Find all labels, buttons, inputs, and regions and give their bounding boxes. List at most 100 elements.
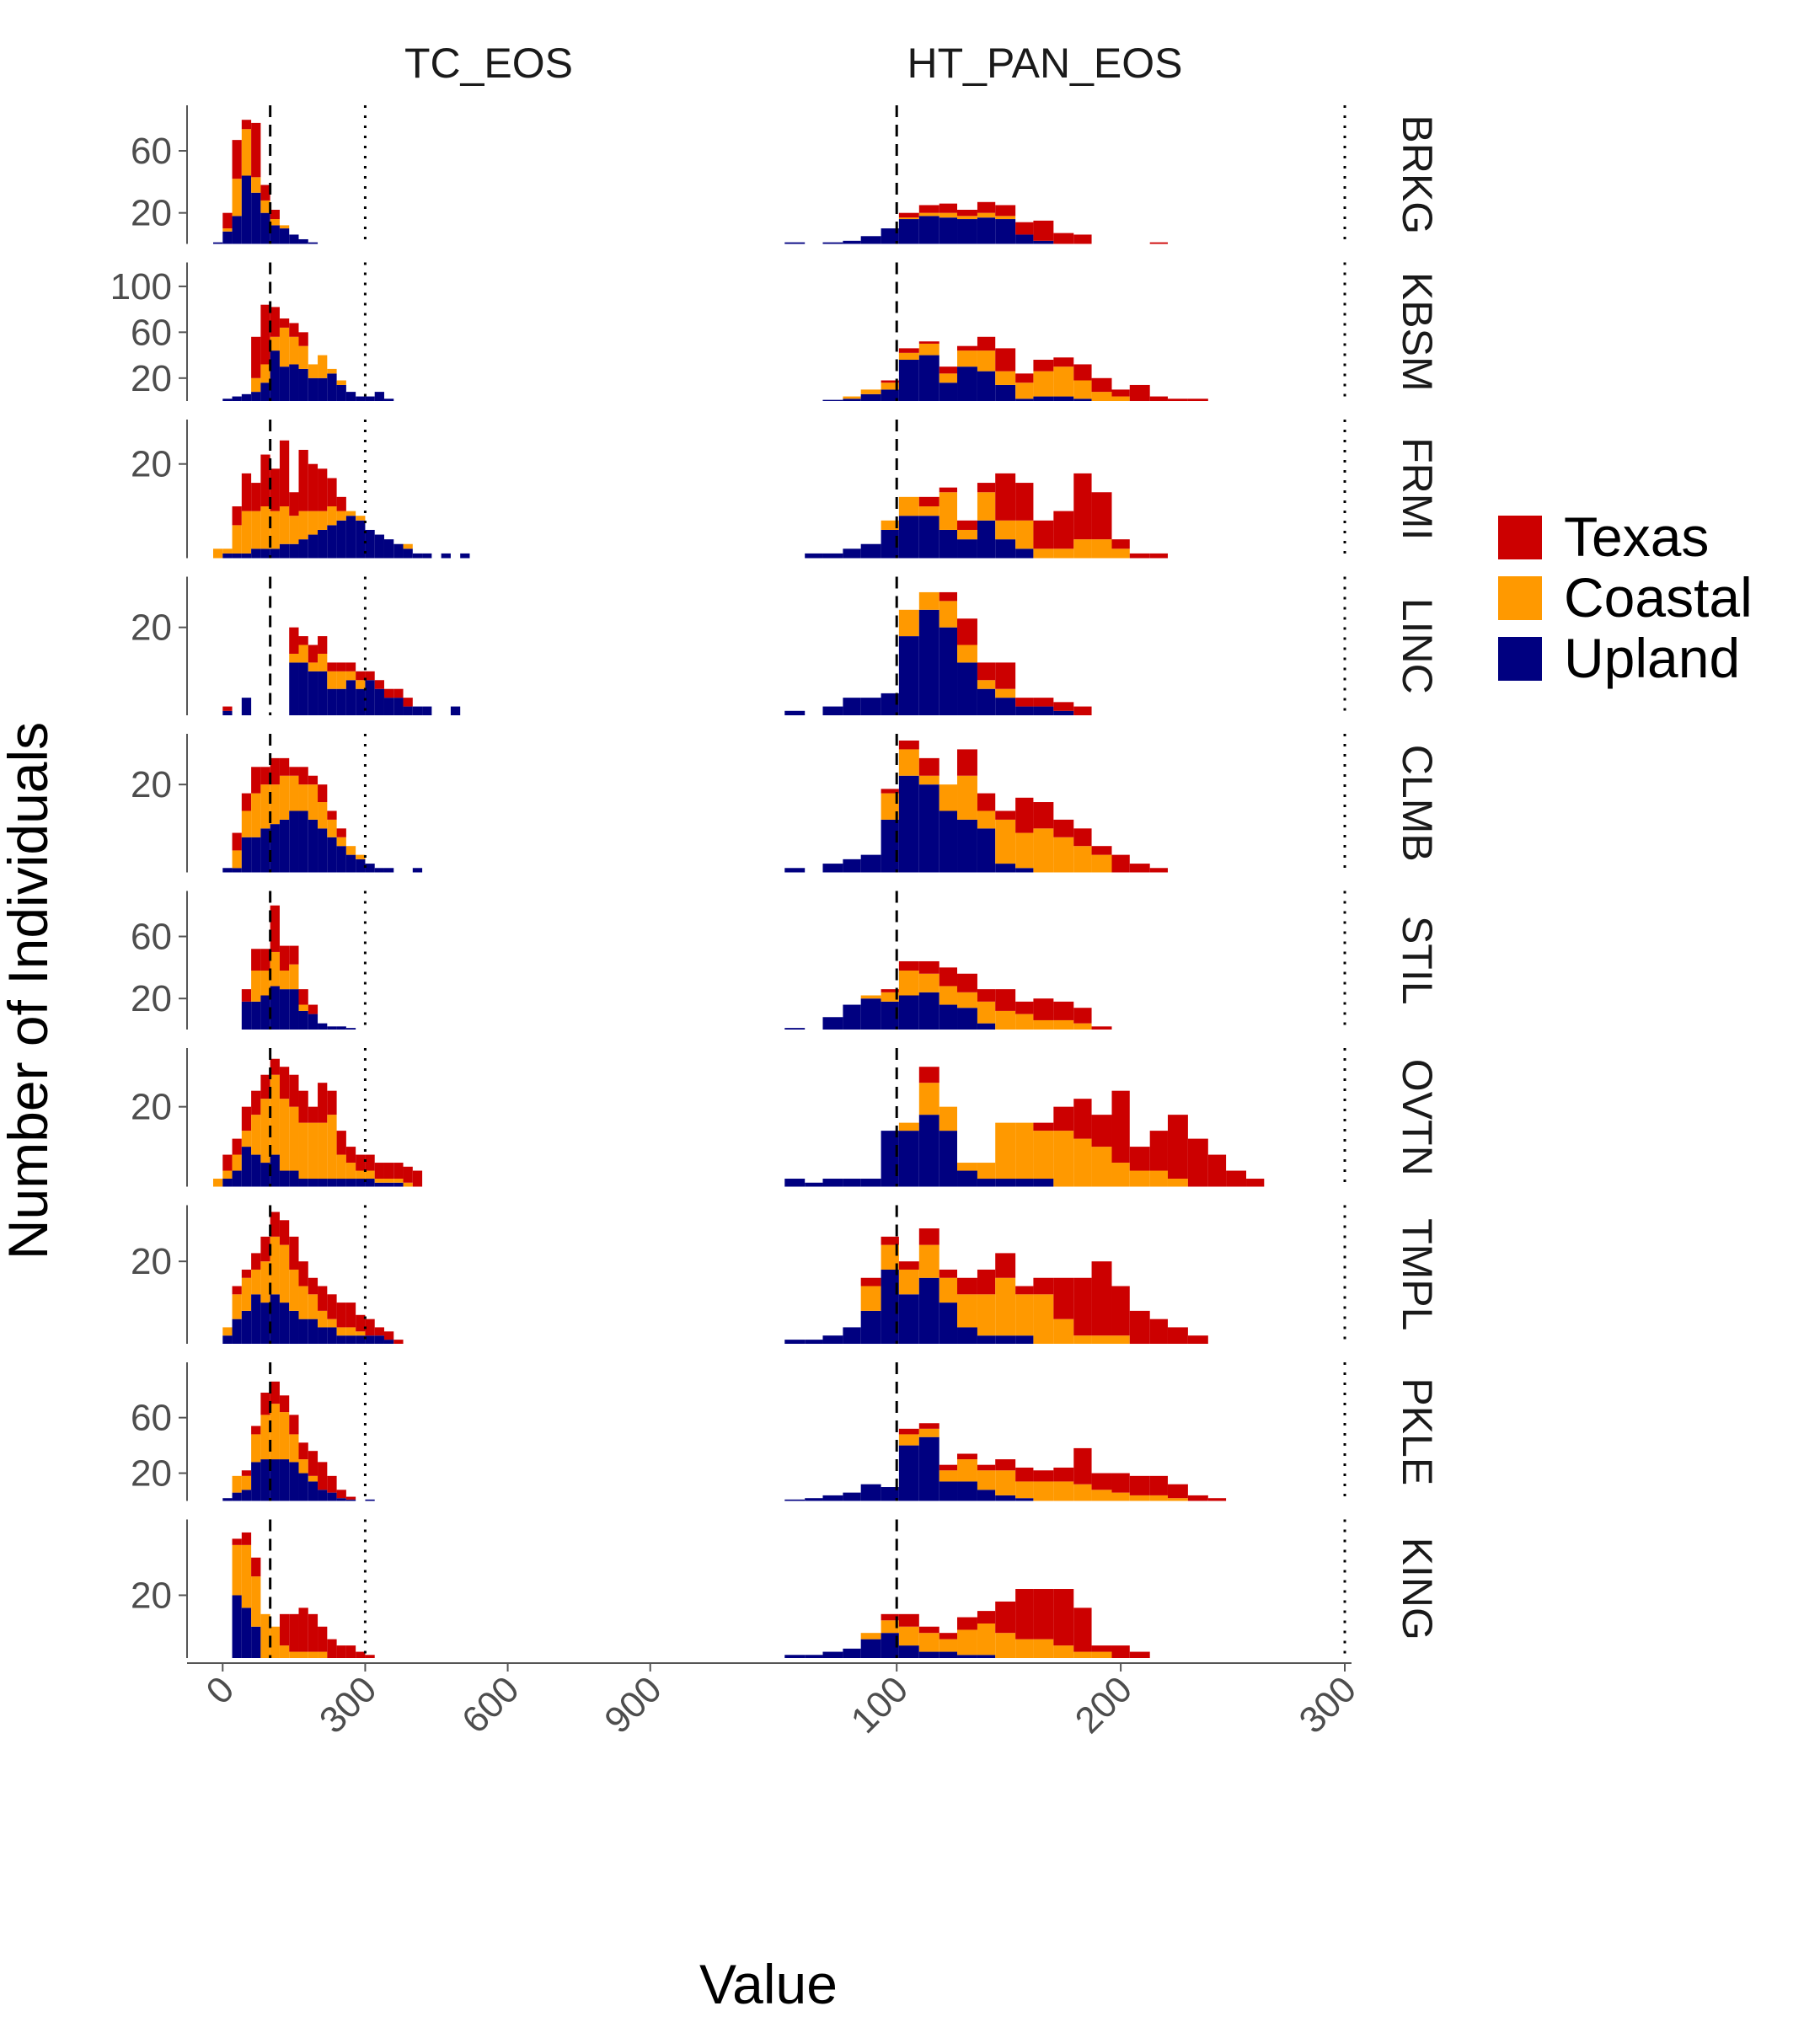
row-strip-label-frmi: FRMI [1394,437,1441,540]
bar-upland [995,864,1016,873]
bar-upland [298,1179,308,1187]
bar-coastal [279,327,290,367]
bar-texas [336,496,346,511]
bar-coastal [241,1131,252,1147]
bar-upland [383,1182,394,1187]
bar-texas [365,1319,375,1336]
bar-upland [860,393,881,401]
bar-coastal [918,973,939,992]
panel-row-king: 20 [131,1519,1346,1658]
bar-upland [298,810,308,873]
bar-coastal [1167,1179,1188,1187]
x-tick-label: 200 [1068,1668,1141,1741]
bar-upland [881,1001,899,1030]
bar-coastal [1129,1170,1150,1187]
bar-texas [241,793,252,811]
bar-upland [460,553,470,559]
bar-coastal [298,1651,308,1658]
panel-clmb-tc-eos [222,734,423,873]
bar-coastal [977,1163,996,1180]
bar-texas [977,1611,996,1624]
bar-upland [957,1008,977,1030]
bar-upland [222,399,233,401]
bar-texas [336,828,346,837]
bar-upland [977,1023,996,1030]
bar-texas [308,1106,318,1123]
bar-upland [374,1182,384,1187]
bar-upland [241,1001,252,1030]
bar-texas [251,1557,261,1577]
bar-upland [860,998,881,1030]
bar-texas [336,662,346,671]
bar-upland [298,662,308,715]
bar-texas [1129,864,1150,873]
bar-texas [1129,1475,1150,1495]
bar-coastal [977,1001,996,1024]
bar-upland [881,529,899,559]
bar-texas [403,698,413,707]
bar-upland [1015,868,1034,873]
bar-texas [260,1074,270,1099]
bar-upland [805,1655,823,1658]
bar-texas [957,209,977,217]
bar-upland [918,992,939,1030]
bar-texas [318,1626,328,1652]
bar-upland [270,986,280,1030]
bar-texas [1033,1589,1054,1640]
bar-coastal [1033,1294,1054,1344]
bar-coastal [957,529,977,540]
bar-coastal [898,749,919,776]
bar-texas [1129,1651,1150,1658]
bar-texas [1073,1099,1092,1139]
bar-texas [957,749,977,776]
bar-upland [222,1498,233,1501]
bar-coastal [1091,1335,1112,1344]
bar-texas [957,1617,977,1630]
bar-coastal [213,1179,223,1187]
y-tick-label: 20 [131,1575,172,1616]
bar-texas [1053,819,1074,837]
bar-upland [365,864,375,873]
bar-coastal [1015,1122,1034,1180]
y-tick-label: 60 [131,312,172,353]
bar-coastal [881,382,899,390]
bar-upland [822,242,843,244]
bar-coastal [860,1633,881,1640]
bar-texas [298,767,308,785]
bar-upland [939,627,958,715]
bar-coastal [318,1122,328,1180]
bar-upland [957,219,977,244]
bar-texas [1207,1154,1227,1187]
bar-coastal [977,1623,996,1656]
bar-upland [898,1131,919,1187]
bar-coastal [260,1261,270,1303]
bar-coastal [327,819,337,837]
bar-upland [860,854,881,873]
bar-upland [450,706,461,715]
bar-upland [977,1490,996,1501]
bar-upland [995,1335,1016,1344]
bar-texas [345,1645,356,1658]
panel-row-tmpl: 20 [131,1205,1346,1345]
bar-coastal [279,775,290,820]
bar-upland [308,377,318,401]
bar-texas [898,212,919,218]
row-strip-label-tmpl: TMPL [1394,1218,1441,1330]
bar-coastal [1167,1498,1188,1501]
bar-texas [1091,1261,1112,1336]
bar-texas [1053,1589,1074,1646]
bar-coastal [881,1244,899,1270]
bar-coastal [270,1074,280,1155]
bar-texas [1149,1131,1168,1171]
bar-upland [412,553,423,559]
bar-upland [843,1327,861,1344]
bar-coastal [881,992,899,1002]
bar-texas [336,1490,346,1499]
bar-upland [918,355,939,401]
bar-texas [1015,797,1034,833]
